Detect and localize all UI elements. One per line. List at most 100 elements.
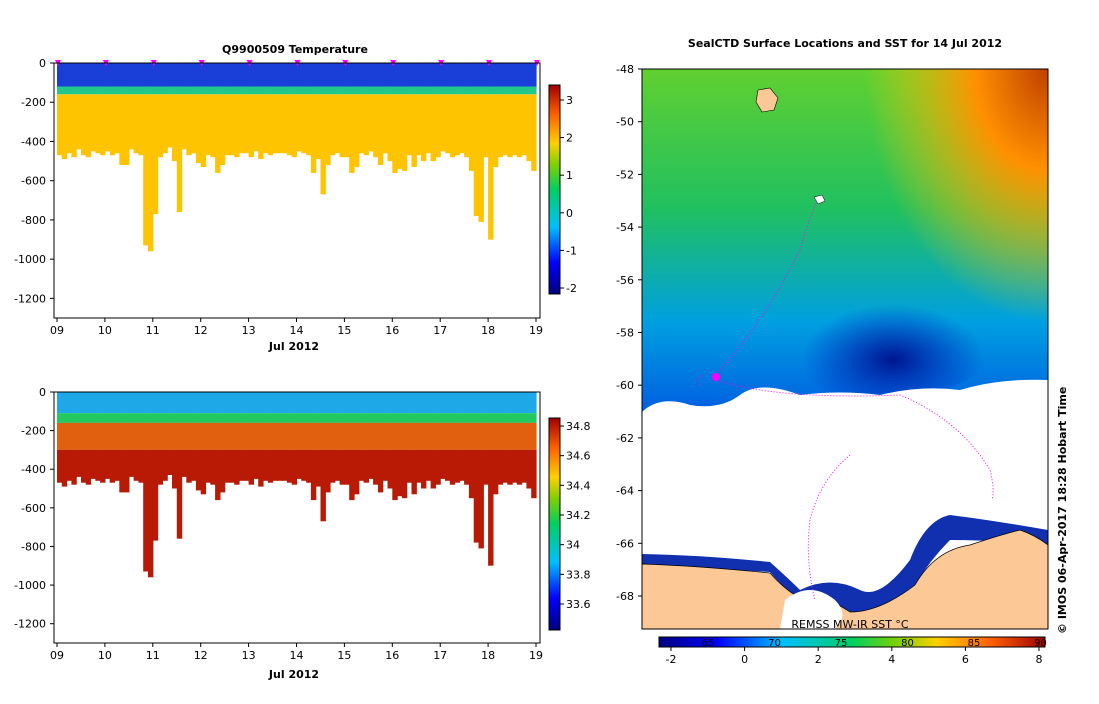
salinity-x-axis: 09 10 11 12 13 14 15 16 17 18 19 [50,643,543,662]
temperature-profile-cell [291,86,298,95]
salinity-profile-cell [531,413,537,423]
y-tick-label: -1000 [14,579,46,592]
y-tick-label: -400 [21,463,46,476]
salinity-profile-cell [306,422,312,450]
salinity-profile-cell [128,413,135,423]
salinity-profile-cell [114,413,120,423]
temperature-profile-cell [143,94,149,246]
temperature-profile-cell [148,86,154,95]
colorbar-tick-label: 33.8 [566,568,591,581]
salinity-profile-cell [219,392,226,414]
salinity-profile-cell [66,413,72,423]
salinity-profile-cell [186,422,192,450]
temperature-profile-cell [100,63,106,87]
temperature-profile-cell [320,63,326,87]
temperature-chart: Q9900509 Temperature 09 10 11 12 13 14 15 16 17 1… [14,43,577,353]
salinity-profile-cell [339,422,345,450]
temperature-profile-cell [157,63,163,87]
colorbar-tick-label: 3 [566,94,573,107]
temperature-profile-cell [200,63,207,87]
temperature-profile-cell [138,86,144,95]
salinity-profile-cell [219,422,226,450]
temperature-profile-cell [445,63,451,87]
temperature-profile-cell [66,63,72,87]
salinity-profile-cell [191,413,197,423]
salinity-plot-area [57,392,537,578]
salinity-profile-cell [306,392,312,414]
salinity-profile-cell [502,449,508,483]
salinity-profile-cell [152,392,159,414]
sst-c-tick-label: 6 [962,653,969,666]
temperature-profile-cell [181,63,187,87]
salinity-profile-cell [95,449,101,481]
temperature-profile-cell [382,86,389,95]
map-colorbar [658,636,1046,648]
temperature-profile-cell [85,86,92,95]
temperature-profile-cell [243,94,250,154]
temperature-profile-cell [133,63,139,87]
sst-f-tick-label: 90 [1034,638,1047,649]
temperature-profile-cell [215,63,221,87]
salinity-profile-cell [377,413,384,423]
y-tick-label: -800 [21,214,46,227]
temperature-profile-cell [363,94,369,156]
salinity-profile-cell [248,392,254,414]
salinity-profile-cell [373,449,379,485]
salinity-profile-cell [497,449,504,485]
temperature-profile-cell [464,86,470,95]
temperature-profile-cell [512,63,518,87]
salinity-profile-cell [464,413,470,423]
salinity-profile-cell [521,413,527,423]
salinity-profile-cell [349,392,355,414]
temperature-profile-cell [263,63,269,87]
x-tick-label: 11 [146,324,160,337]
y-tick-label: -1200 [14,292,46,305]
salinity-profile-cell [57,449,63,483]
lat-tick-label: -68 [616,590,634,603]
temperature-profile-cell [229,63,235,87]
temperature-profile-cell [507,63,513,87]
salinity-profile-cell [344,422,350,450]
salinity-profile-cell [435,422,441,450]
salinity-profile-cell [382,413,389,423]
temperature-profile-cell [219,86,226,95]
salinity-profile-cell [243,413,250,423]
salinity-profile-cell [81,422,87,450]
temperature-profile-cell [71,63,77,87]
salinity-profile-cell [373,392,379,414]
salinity-profile-cell [354,449,360,495]
temperature-profile-cell [90,63,96,87]
temperature-profile-cell [224,94,230,156]
salinity-profile-cell [205,449,211,483]
salinity-profile-cell [133,422,139,450]
salinity-profile-cell [430,392,436,414]
salinity-profile-cell [440,449,446,479]
salinity-profile-cell [157,422,163,450]
salinity-profile-cell [507,413,513,423]
salinity-profile-cell [95,422,101,450]
salinity-profile-cell [124,392,130,414]
salinity-profile-cell [464,392,470,414]
salinity-profile-cell [425,392,432,414]
salinity-profile-cell [291,413,298,423]
salinity-profile-cell [81,392,87,414]
salinity-profile-cell [138,449,144,483]
salinity-profile-cell [377,422,384,450]
colorbar-tick-label: 1 [566,169,573,182]
salinity-profile-cell [253,413,259,423]
salinity-profile-cell [267,392,274,414]
salinity-profile-cell [167,422,173,450]
salinity-profile-cell [526,449,532,489]
salinity-profile-cell [392,392,398,414]
temperature-profile-cell [459,94,465,154]
salinity-profile-cell [124,413,130,423]
temperature-profile-cell [349,86,355,95]
temperature-profile-cell [368,63,374,87]
salinity-profile-cell [100,422,106,450]
salinity-profile-cell [478,392,484,414]
salinity-profile-cell [191,422,197,450]
salinity-profile-cell [488,422,494,450]
salinity-profile-cell [521,422,527,450]
salinity-profile-cell [267,422,274,450]
salinity-profile-cell [133,392,139,414]
